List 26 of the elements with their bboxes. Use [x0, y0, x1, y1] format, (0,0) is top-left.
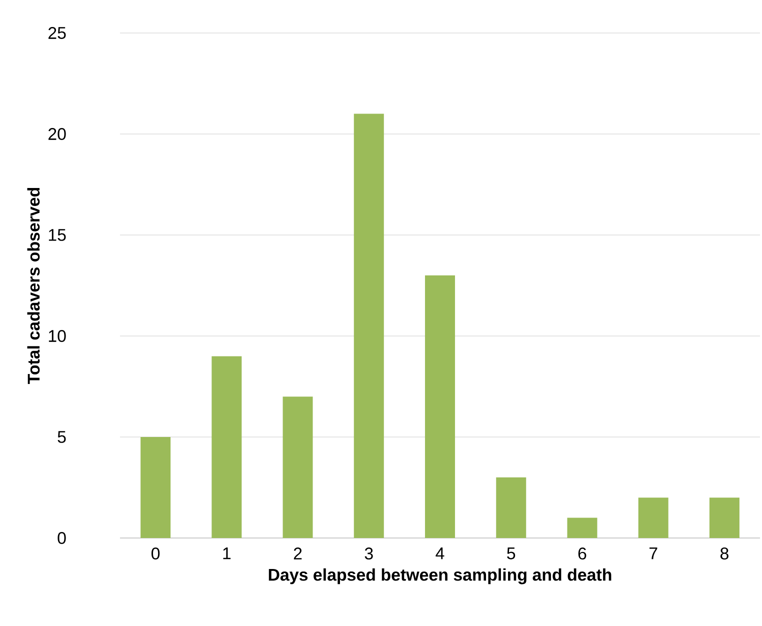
bar [282, 396, 313, 538]
y-tick-label: 15 [48, 229, 66, 241]
bar [354, 114, 384, 538]
x-tick-label: 2 [294, 548, 302, 560]
x-tick-label: 1 [223, 548, 231, 560]
y-tick-label: 10 [48, 330, 66, 342]
x-tick-label: 4 [436, 548, 444, 560]
y-tick-label: 0 [58, 532, 66, 544]
x-tick-label: 6 [578, 548, 586, 560]
x-tick-label: 0 [152, 548, 160, 560]
bar [638, 498, 668, 538]
y-tick-label: 25 [48, 26, 66, 39]
x-tick-label: 3 [364, 548, 373, 560]
bar [496, 477, 526, 538]
x-axis-title: Days elapsed between sampling and death [268, 568, 612, 584]
y-tick-label: 5 [58, 431, 66, 443]
y-axis-title: Total cadavers observed [27, 188, 40, 384]
bar [425, 275, 456, 538]
x-tick-label: 7 [650, 548, 658, 560]
bar [212, 356, 242, 538]
bar [567, 518, 598, 538]
x-tick-label: 5 [507, 548, 516, 560]
bar [709, 498, 740, 538]
bar [140, 437, 171, 538]
x-tick-label: 8 [720, 548, 728, 560]
y-tick-label: 20 [48, 128, 66, 140]
